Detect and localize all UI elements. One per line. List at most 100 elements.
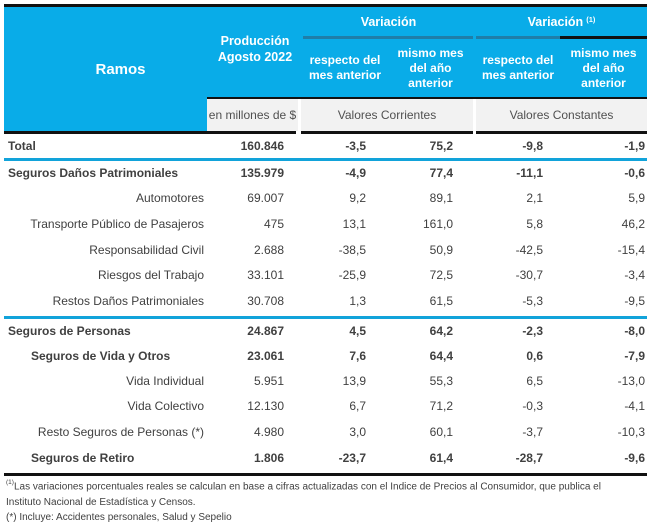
cell-produccion: 5.951 — [253, 374, 284, 388]
header-bottom-border-3 — [476, 131, 647, 134]
cell-var-corriente-mes: -38,5 — [338, 243, 366, 257]
footnote-2-text: (*) Incluye: Accidentes personales, Salu… — [6, 512, 232, 523]
header-ramos-label: Ramos — [95, 61, 146, 78]
header-bottom-border-2 — [301, 131, 473, 134]
cell-var-constante-mes: -9,8 — [522, 139, 543, 153]
header-con-mismo: mismo mes del año anterior — [560, 39, 647, 97]
table-row: Responsabilidad Civil 2.688 -38,5 50,9 -42,5… — [4, 238, 647, 262]
table-bottom-border — [4, 473, 647, 476]
cell-produccion: 4.980 — [253, 425, 284, 439]
table-row: Seguros de Retiro 1.806 -23,7 61,4 -28,7 -9,6 — [4, 446, 647, 470]
cell-var-corriente-anio: 71,2 — [429, 399, 453, 413]
cell-var-corriente-mes: -23,7 — [338, 451, 366, 465]
header-con-respecto-label: respecto del mes anterior — [481, 53, 555, 82]
cell-var-constante-anio: 5,9 — [628, 191, 645, 205]
cell-var-corriente-anio: 72,5 — [429, 268, 453, 282]
total-separator — [4, 158, 647, 161]
row-label: Riesgos del Trabajo — [97, 268, 204, 282]
row-label: Seguros de Personas — [8, 324, 131, 338]
row-label: Restos Daños Patrimoniales — [52, 294, 204, 308]
cell-var-corriente-mes: 4,5 — [349, 324, 366, 338]
cell-produccion: 135.979 — [240, 166, 284, 180]
header-con-mismo-label: mismo mes del año anterior — [570, 45, 637, 90]
cell-produccion: 160.846 — [240, 139, 284, 153]
row-label: Resto Seguros de Personas (*) — [37, 425, 204, 439]
row-label: Vida Individual — [126, 374, 204, 388]
cell-var-constante-mes: -28,7 — [515, 451, 543, 465]
header-cor-mismo-label: mismo mes del año anterior — [397, 45, 464, 90]
cell-var-corriente-mes: 9,2 — [349, 191, 366, 205]
unit-valores-constantes-label: Valores Constantes — [509, 107, 614, 122]
header-produccion: Producción Agosto 2022 — [207, 7, 303, 97]
table-row: Seguros de Vida y Otros 23.061 7,6 64,4 0,6 -… — [4, 344, 647, 368]
row-label: Seguros de Retiro — [31, 451, 135, 465]
cell-var-corriente-anio: 77,4 — [429, 166, 453, 180]
header-variacion-real-underline-dark — [560, 36, 647, 39]
footnote-1: (1)Las variaciones porcentuales reales s… — [6, 476, 646, 511]
cell-var-corriente-anio: 89,1 — [429, 191, 453, 205]
cell-var-constante-anio: -3,4 — [624, 268, 645, 282]
cell-var-constante-mes: 5,8 — [526, 217, 543, 231]
cell-var-constante-mes: -0,3 — [522, 399, 543, 413]
danos-separator — [4, 316, 647, 319]
header-variacion-nominal: Variación — [303, 7, 474, 36]
cell-var-corriente-mes: -4,9 — [345, 166, 366, 180]
header-bottom-border — [4, 131, 296, 134]
cell-var-corriente-anio: 75,2 — [429, 139, 453, 153]
header-con-respecto: respecto del mes anterior — [476, 39, 560, 97]
cell-produccion: 30.708 — [247, 294, 284, 308]
cell-var-constante-mes: -3,7 — [522, 425, 543, 439]
cell-produccion: 23.061 — [247, 349, 284, 363]
cell-var-constante-anio: -9,5 — [624, 294, 645, 308]
header-cor-respecto: respecto del mes anterior — [303, 39, 387, 97]
table-top-border — [4, 4, 647, 7]
cell-var-constante-anio: -7,9 — [624, 349, 645, 363]
cell-var-constante-mes: 6,5 — [526, 374, 543, 388]
header-variacion-nominal-underline — [303, 36, 473, 39]
cell-var-constante-anio: -10,3 — [617, 425, 645, 439]
row-label: Automotores — [135, 191, 204, 205]
cell-produccion: 475 — [263, 217, 284, 231]
cell-var-corriente-anio: 60,1 — [429, 425, 453, 439]
table-row: Vida Individual 5.951 13,9 55,3 6,5 -13,0 — [4, 369, 647, 393]
cell-var-corriente-mes: 3,0 — [349, 425, 366, 439]
cell-produccion: 12.130 — [247, 399, 284, 413]
table-row: Automotores 69.007 9,2 89,1 2,1 5,9 — [4, 186, 647, 210]
cell-var-constante-mes: 2,1 — [526, 191, 543, 205]
unit-produccion-label: en millones de $ — [208, 107, 297, 122]
cell-var-corriente-mes: -25,9 — [338, 268, 366, 282]
cell-var-constante-mes: -42,5 — [515, 243, 543, 257]
header-cor-respecto-label: respecto del mes anterior — [308, 53, 382, 82]
header-variacion-real-note: (1) — [586, 15, 596, 24]
table-row: Resto Seguros de Personas (*) 4.980 3,0 60,… — [4, 420, 647, 444]
cell-var-constante-mes: -5,3 — [522, 294, 543, 308]
header-produccion-label: Producción Agosto 2022 — [217, 34, 293, 64]
row-label: Responsabilidad Civil — [89, 243, 204, 257]
cell-var-corriente-anio: 64,4 — [429, 349, 453, 363]
footnote-1-text-cont: Instituto Nacional de Estadística y Cens… — [6, 497, 196, 509]
header-variacion-real: Variación (1) — [476, 7, 647, 36]
header-ramos-ext — [4, 97, 207, 131]
row-label: Seguros Daños Patrimoniales — [8, 166, 179, 180]
cell-var-constante-anio: -9,6 — [624, 451, 645, 465]
cell-var-constante-mes: 0,6 — [526, 349, 543, 363]
cell-produccion: 1.806 — [253, 451, 284, 465]
cell-var-corriente-mes: 1,3 — [349, 294, 366, 308]
cell-var-corriente-mes: 7,6 — [349, 349, 366, 363]
cell-var-constante-mes: -11,1 — [516, 166, 543, 180]
unit-valores-corrientes-label: Valores Corrientes — [337, 107, 437, 122]
cell-var-constante-anio: -8,0 — [624, 324, 645, 338]
cell-var-constante-anio: -13,0 — [617, 374, 645, 388]
header-variacion-real-label: Variación — [527, 14, 584, 29]
row-label: Vida Colectivo — [127, 399, 205, 413]
unit-valores-corrientes: Valores Corrientes — [301, 99, 473, 131]
cell-var-corriente-anio: 61,4 — [429, 451, 453, 465]
footnote-2: (*) Incluye: Accidentes personales, Salu… — [6, 510, 646, 526]
cell-var-corriente-mes: 6,7 — [349, 399, 366, 413]
header-cor-mismo: mismo mes del año anterior — [387, 39, 474, 97]
footnote-1-text: Las variaciones porcentuales reales se c… — [13, 481, 601, 493]
cell-var-constante-anio: -4,1 — [624, 399, 645, 413]
cell-produccion: 24.867 — [247, 324, 284, 338]
cell-var-corriente-anio: 64,2 — [429, 324, 453, 338]
table-row: Seguros Daños Patrimoniales 135.979 -4,9 77… — [4, 161, 647, 185]
